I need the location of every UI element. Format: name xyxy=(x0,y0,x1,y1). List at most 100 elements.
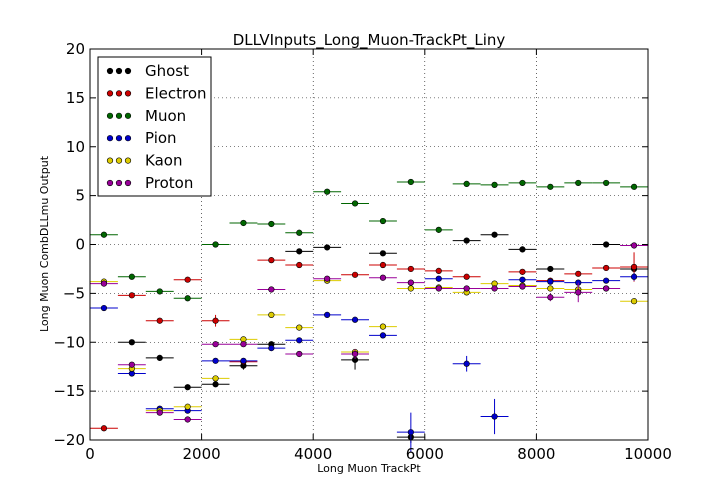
legend-marker xyxy=(115,90,123,97)
kaon-point xyxy=(268,311,275,318)
y-tick-label: 15 xyxy=(66,89,85,107)
pion-point xyxy=(407,429,414,436)
kaon-point xyxy=(212,375,219,382)
muon-point xyxy=(296,229,303,236)
muon-point xyxy=(240,219,247,227)
ghost-point xyxy=(296,248,303,255)
pion-point xyxy=(100,304,108,312)
electron-point xyxy=(575,270,582,277)
ghost-point xyxy=(463,237,470,244)
electron-point xyxy=(156,317,163,324)
legend-label: Proton xyxy=(145,174,193,192)
ghost-point xyxy=(519,246,526,253)
kaon-point xyxy=(547,285,554,292)
ghost-point xyxy=(547,265,554,273)
legend-item-electron: Electron xyxy=(106,84,207,102)
legend-label: Kaon xyxy=(145,152,182,170)
x-tick-label: 2000 xyxy=(183,445,221,463)
muon-point xyxy=(100,231,108,238)
legend: Ghost Electron Muon Pion Kaon Proton xyxy=(97,56,212,197)
pion-point xyxy=(240,357,247,364)
electron-point xyxy=(296,261,303,269)
legend-item-ghost: Ghost xyxy=(106,62,189,80)
electron-point xyxy=(268,257,275,264)
legend-marker xyxy=(124,67,132,75)
muon-point xyxy=(268,220,275,228)
pion-point xyxy=(379,332,387,339)
proton-point xyxy=(184,416,191,423)
y-tick-label: 20 xyxy=(66,40,85,58)
x-tick-label: 0 xyxy=(85,445,95,463)
ghost-point xyxy=(184,384,191,391)
series-pion xyxy=(90,272,648,452)
legend-marker xyxy=(124,157,132,164)
legend-label: Ghost xyxy=(145,62,189,80)
legend-marker xyxy=(115,179,123,187)
series-proton xyxy=(90,242,648,423)
muon-point xyxy=(603,179,610,187)
x-tick-label: 6000 xyxy=(406,445,444,463)
pion-point xyxy=(435,275,442,282)
y-tick-label: 10 xyxy=(66,138,85,156)
ghost-point xyxy=(324,244,331,251)
proton-point xyxy=(407,279,414,286)
proton-point xyxy=(463,285,470,292)
pion-point xyxy=(519,276,526,283)
muon-point xyxy=(407,178,414,186)
legend-item-muon: Muon xyxy=(106,107,186,125)
muon-point xyxy=(351,200,359,207)
legend-item-kaon: Kaon xyxy=(106,152,182,170)
proton-point xyxy=(519,283,526,290)
proton-point xyxy=(603,285,610,292)
muon-point xyxy=(324,188,331,195)
proton-point xyxy=(351,350,359,358)
x-tick-label: 4000 xyxy=(294,445,332,463)
ghost-point xyxy=(379,250,387,257)
muon-point xyxy=(575,179,582,187)
legend-box xyxy=(97,56,212,197)
legend-label: Electron xyxy=(145,84,207,102)
legend-item-pion: Pion xyxy=(106,129,177,147)
y-axis-label: Long Muon CombDLLmu Output xyxy=(38,155,51,332)
pion-point xyxy=(491,413,498,420)
x-axis-label: Long Muon TrackPt xyxy=(317,462,421,475)
kaon-point xyxy=(184,403,191,410)
proton-point xyxy=(324,275,331,282)
pion-point xyxy=(351,316,359,323)
kaon-point xyxy=(379,323,387,330)
pion-point xyxy=(212,357,219,364)
legend-marker xyxy=(106,157,114,164)
electron-point xyxy=(379,261,387,269)
proton-point xyxy=(491,285,498,292)
muon-point xyxy=(547,183,554,190)
ghost-point xyxy=(128,339,135,346)
pion-point xyxy=(547,278,554,285)
pion-point xyxy=(296,337,303,344)
legend-marker xyxy=(106,90,114,97)
muon-point xyxy=(184,295,191,302)
muon-point xyxy=(212,241,219,248)
legend-marker xyxy=(106,112,114,119)
legend-marker xyxy=(115,135,123,142)
legend-label: Muon xyxy=(145,107,186,125)
proton-point xyxy=(379,274,387,281)
electron-point xyxy=(100,425,108,432)
legend-label: Pion xyxy=(145,129,177,147)
muon-point xyxy=(435,226,442,233)
proton-point xyxy=(435,285,442,292)
kaon-point xyxy=(407,285,414,292)
axis-ticks: 0 2000 4000 6000 8000 10000 20 15 10 5 0 −5 −10 −15 −2… xyxy=(53,40,672,463)
kaon-point xyxy=(296,324,303,331)
electron-point xyxy=(128,292,135,299)
electron-point xyxy=(212,317,219,324)
electron-point xyxy=(435,267,442,274)
y-tick-label: 5 xyxy=(75,187,85,205)
legend-marker xyxy=(106,179,114,187)
y-tick-label: −15 xyxy=(53,382,85,400)
muon-point xyxy=(379,217,387,225)
electron-point xyxy=(351,271,359,278)
muon-point xyxy=(156,288,163,295)
legend-marker xyxy=(115,67,123,75)
proton-point xyxy=(100,280,108,287)
